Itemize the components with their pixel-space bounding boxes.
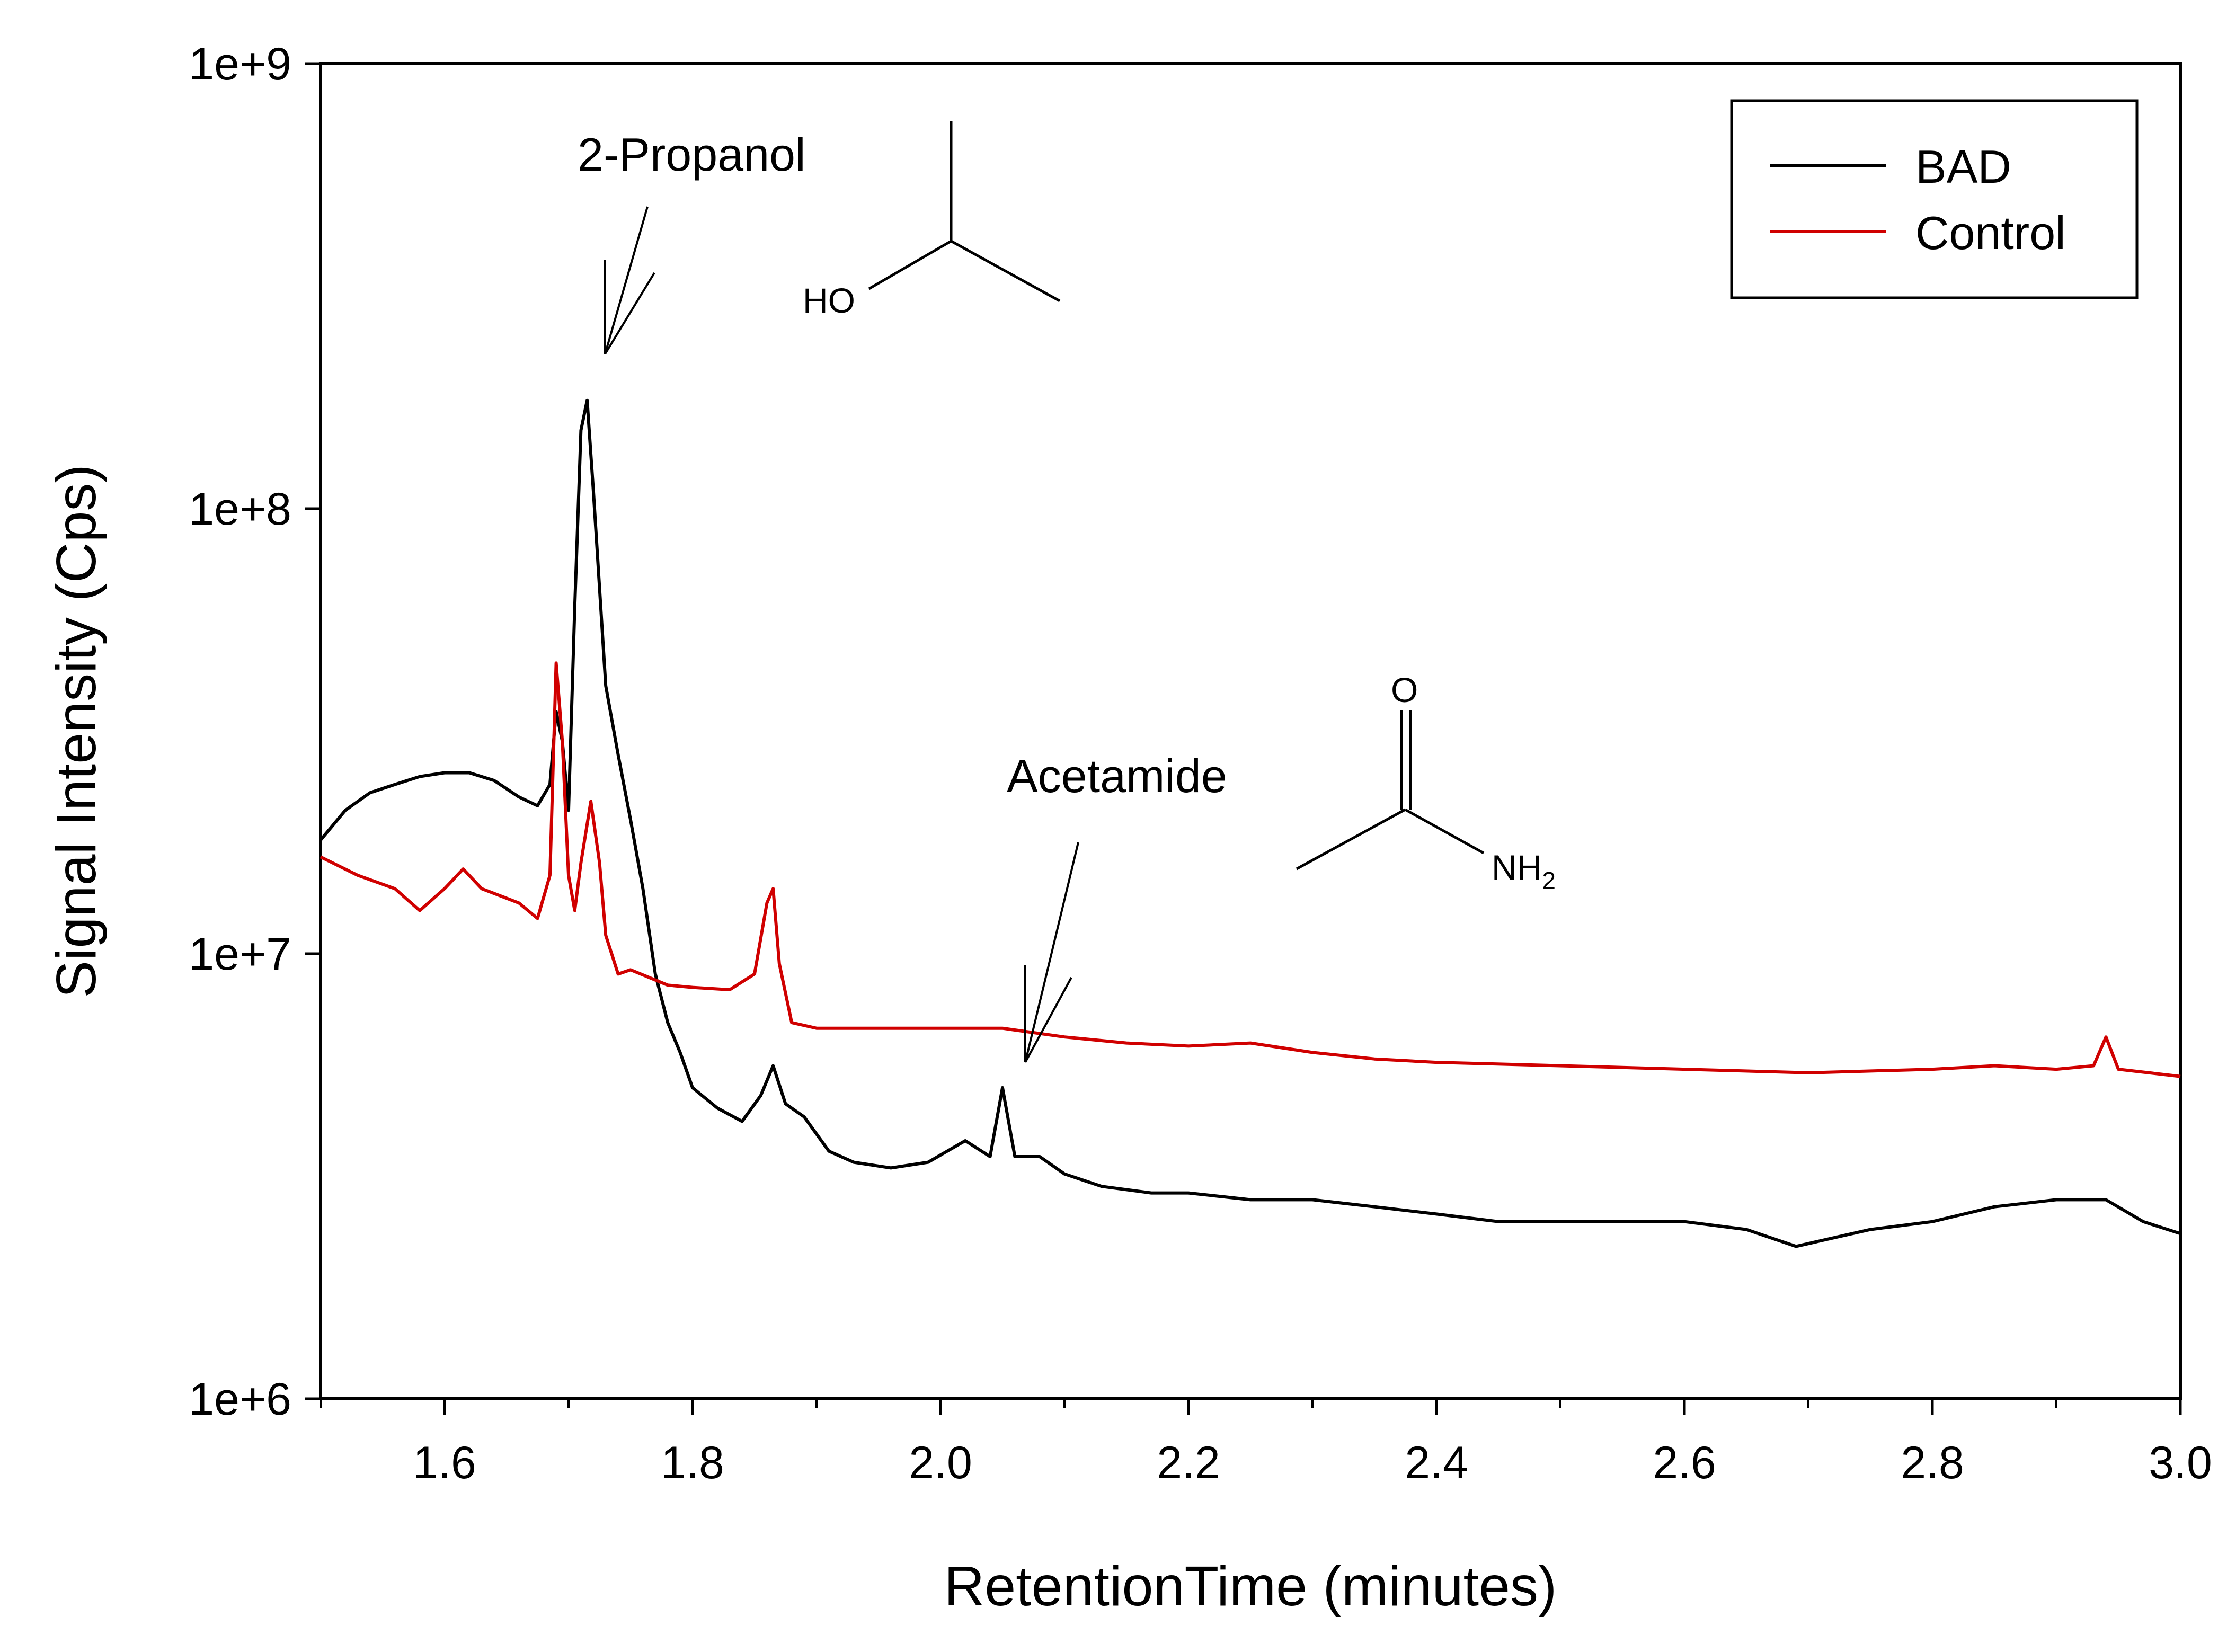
x-tick-label: 1.6 [413, 1437, 476, 1488]
y-tick-label: 1e+6 [189, 1374, 291, 1425]
x-tick-label: 2.4 [1405, 1437, 1468, 1488]
y-tick-label: 1e+7 [189, 929, 291, 980]
annotation-acetamide: Acetamide [1007, 750, 1227, 1063]
series-line-control [320, 661, 2181, 1078]
x-tick-label: 2.6 [1653, 1437, 1716, 1488]
structure-label-nh2: NH2 [1492, 848, 1556, 894]
x-tick-label: 2.0 [909, 1437, 972, 1488]
legend: BAD Control [1730, 99, 2139, 299]
x-axis-title: RetentionTime (minutes) [944, 1555, 1557, 1618]
propanol-structure: HO [803, 121, 1061, 320]
annotation-label: 2-Propanol [578, 128, 806, 181]
annotation-arrow [604, 206, 655, 355]
y-axis-ticks: 1e+6 1e+7 1e+8 1e+9 [189, 39, 321, 1425]
x-tick-label: 2.8 [1901, 1437, 1964, 1488]
acetamide-structure: O NH2 [1296, 670, 1556, 894]
y-tick-label: 1e+9 [189, 39, 291, 90]
x-tick-label: 3.0 [2149, 1437, 2212, 1488]
y-axis-title: Signal Intensity (Cps) [45, 464, 108, 998]
annotation-label: Acetamide [1007, 750, 1227, 802]
plot-frame [319, 62, 2182, 1400]
x-axis-ticks: 1.6 1.8 2.0 2.2 2.4 2.6 2.8 3.0 [320, 1399, 2212, 1488]
legend-label-control: Control [1915, 207, 2066, 259]
structure-label-ho: HO [803, 281, 855, 320]
annotation-2-propanol: 2-Propanol [578, 128, 806, 355]
series-lines [319, 398, 2181, 1248]
series-line-bad [319, 398, 2181, 1248]
x-tick-label: 1.8 [661, 1437, 724, 1488]
legend-label-bad: BAD [1915, 140, 2011, 193]
y-tick-label: 1e+8 [189, 484, 291, 535]
structure-label-o: O [1391, 670, 1418, 709]
legend-box [1730, 99, 2139, 299]
x-tick-label: 2.2 [1157, 1437, 1220, 1488]
annotation-arrow [1024, 842, 1079, 1063]
